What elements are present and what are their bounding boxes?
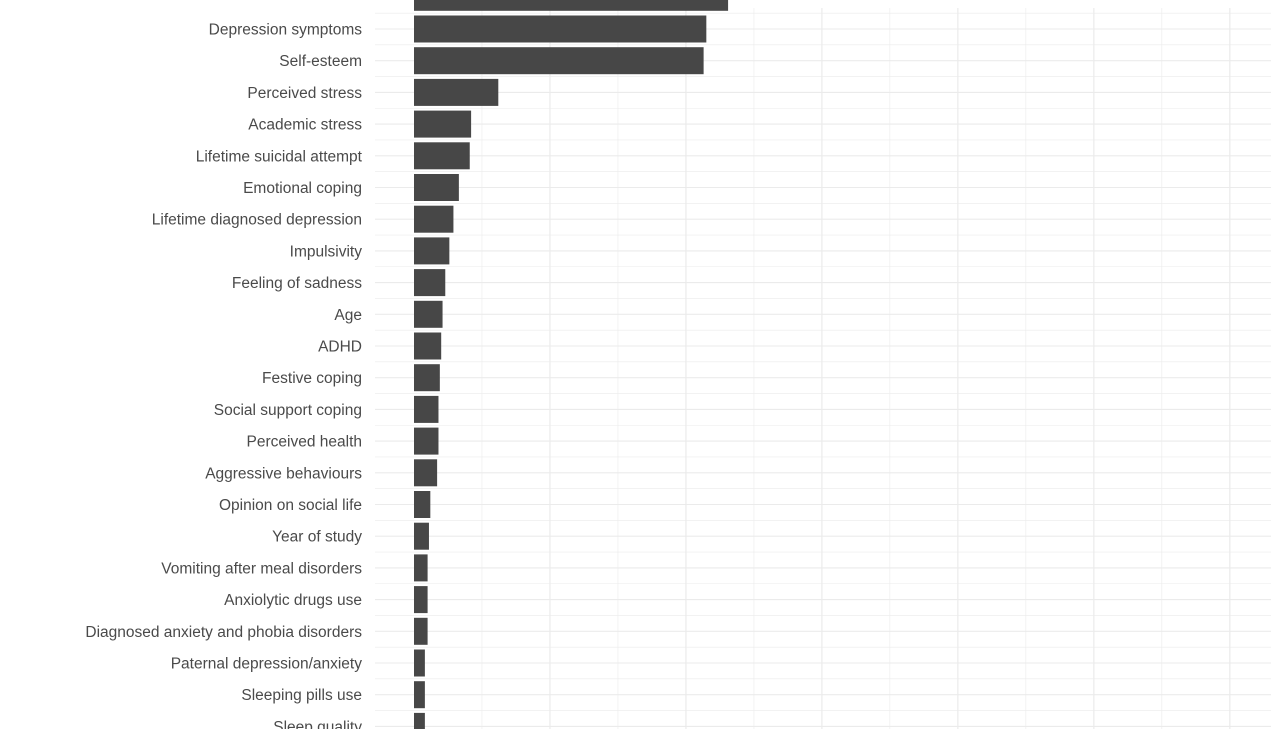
label-paternal-depression-anxiety: Paternal depression/anxiety [171,656,363,673]
label-impulsivity: Impulsivity [290,243,363,260]
label-aggressive-behaviours: Aggressive behaviours [205,465,362,482]
label-year-of-study: Year of study [272,529,362,546]
label-perceived-stress: Perceived stress [247,85,362,102]
bar-lifetime-diagnosed-depression [414,205,454,233]
label-festive-coping: Festive coping [262,370,362,387]
label-lifetime-suicidal-attempt: Lifetime suicidal attempt [196,148,363,165]
bar-self-esteem [414,47,704,75]
bar-social-support-coping [414,395,439,423]
label-social-support-coping: Social support coping [214,402,362,419]
bar-partial-top [414,0,729,11]
bar-academic-stress [414,110,472,138]
bar-depression-symptoms [414,15,707,43]
bar-vomiting-after-meal-disorders [414,554,428,582]
label-adhd: ADHD [318,339,362,356]
bar-lifetime-suicidal-attempt [414,142,470,170]
grid-lines [375,8,1271,729]
label-emotional-coping: Emotional coping [243,180,362,197]
label-sleeping-pills-use: Sleeping pills use [241,687,362,704]
bar-perceived-health [414,427,439,455]
label-sleep-quality: Sleep quality [273,719,362,729]
bars [414,0,729,729]
bar-sleep-quality [414,712,425,729]
label-academic-stress: Academic stress [248,117,362,134]
category-labels: Depression symptoms Self-esteem Perceived … [85,22,362,729]
label-self-esteem: Self-esteem [279,53,362,70]
label-depression-symptoms: Depression symptoms [209,22,363,39]
label-vomiting-after-meal-disorders: Vomiting after meal disorders [161,560,362,577]
bar-opinion-on-social-life [414,491,431,518]
bar-aggressive-behaviours [414,459,438,487]
bar-paternal-depression-anxiety [414,649,425,677]
bar-festive-coping [414,364,440,392]
bar-feeling-of-sadness [414,269,446,297]
bar-anxiolytic-drugs-use [414,586,428,614]
bar-age [414,300,443,328]
bar-impulsivity [414,237,450,265]
label-opinion-on-social-life: Opinion on social life [219,497,362,514]
label-perceived-health: Perceived health [247,434,362,451]
label-diagnosed-anxiety-and-phobia-disorders: Diagnosed anxiety and phobia disorders [85,624,362,641]
bar-diagnosed-anxiety-and-phobia-disorders [414,617,428,645]
label-anxiolytic-drugs-use: Anxiolytic drugs use [224,592,362,609]
label-lifetime-diagnosed-depression: Lifetime diagnosed depression [152,212,362,229]
bar-emotional-coping [414,174,459,201]
bar-sleeping-pills-use [414,681,425,709]
bar-perceived-stress [414,78,499,106]
label-age: Age [334,307,362,324]
bar-year-of-study [414,522,429,550]
bar-adhd [414,332,442,360]
label-feeling-of-sadness: Feeling of sadness [232,275,362,292]
